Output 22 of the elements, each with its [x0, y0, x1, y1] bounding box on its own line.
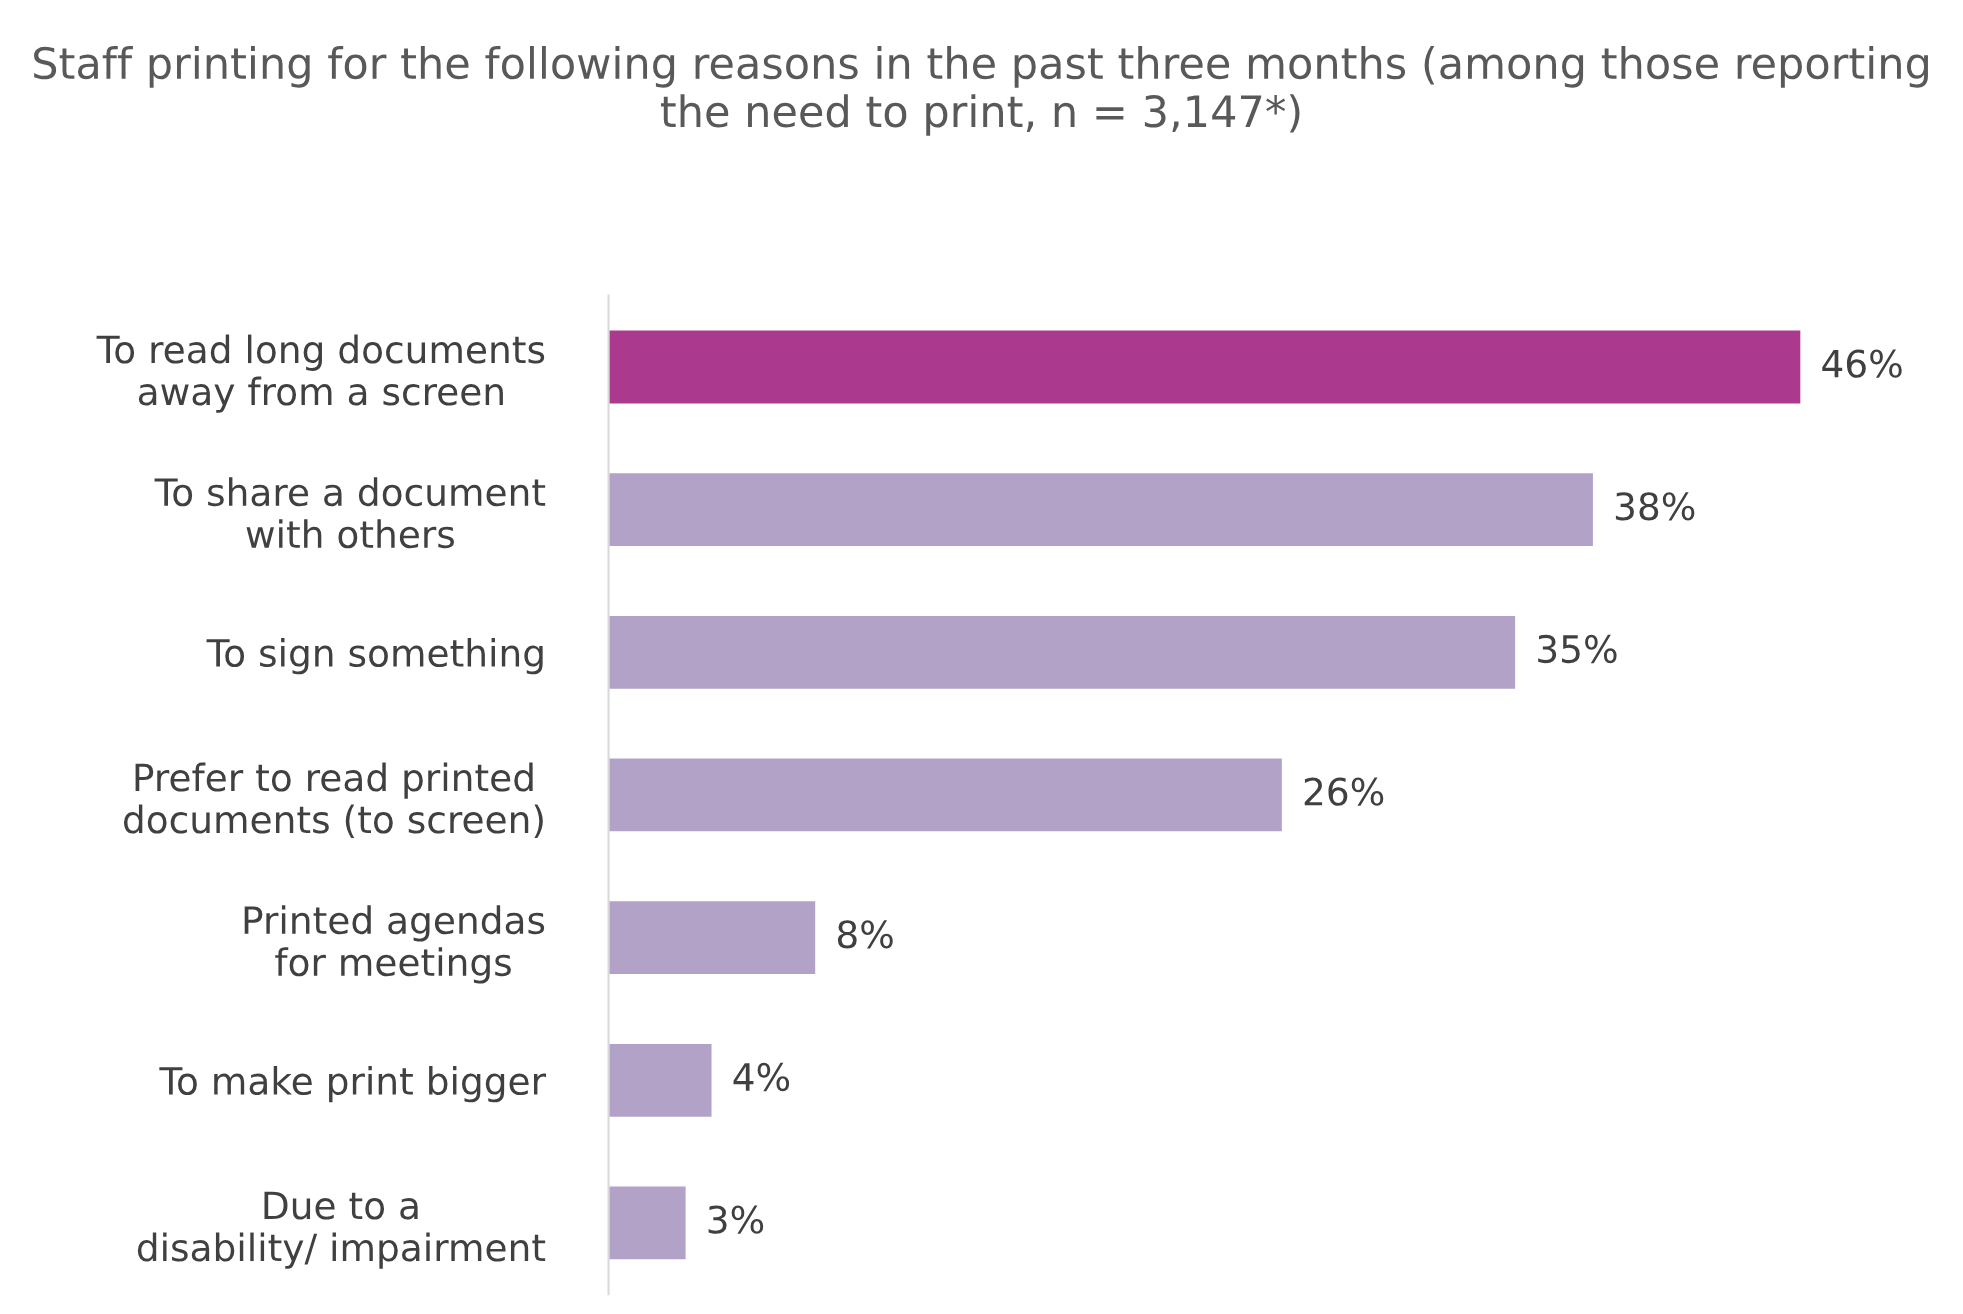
data-label: 8% — [837, 920, 893, 949]
y-tick-label: Due to a disability/ impairment — [137, 1191, 546, 1269]
data-label: 35% — [1538, 634, 1617, 664]
bar — [608, 614, 1517, 691]
data-label: 38% — [1615, 492, 1695, 521]
chart-title: Staff printing for the following reasons in the past three months (among those reporting the need to print, n = 3,147*) — [34, 45, 1928, 136]
y-tick-label: To share a document with others — [154, 477, 546, 549]
y-tick-label: To read long documents away from a screen — [96, 334, 545, 413]
data-label: 46% — [1822, 349, 1902, 378]
bar — [608, 329, 1802, 405]
bar — [608, 471, 1595, 548]
data-label: 4% — [733, 1062, 790, 1092]
y-tick-label: To sign something — [206, 638, 543, 675]
bar — [608, 1185, 687, 1261]
y-tick-label: Prefer to read printed documents (to screen) — [123, 762, 543, 839]
data-label: 26% — [1304, 777, 1384, 806]
bar — [608, 757, 1284, 833]
y-tick-label: Printed agendas for meetings — [244, 905, 545, 984]
y-tick-label: To make print bigger — [159, 1066, 547, 1103]
data-label: 3% — [708, 1205, 764, 1234]
bar — [608, 899, 817, 976]
bar — [608, 1042, 713, 1119]
